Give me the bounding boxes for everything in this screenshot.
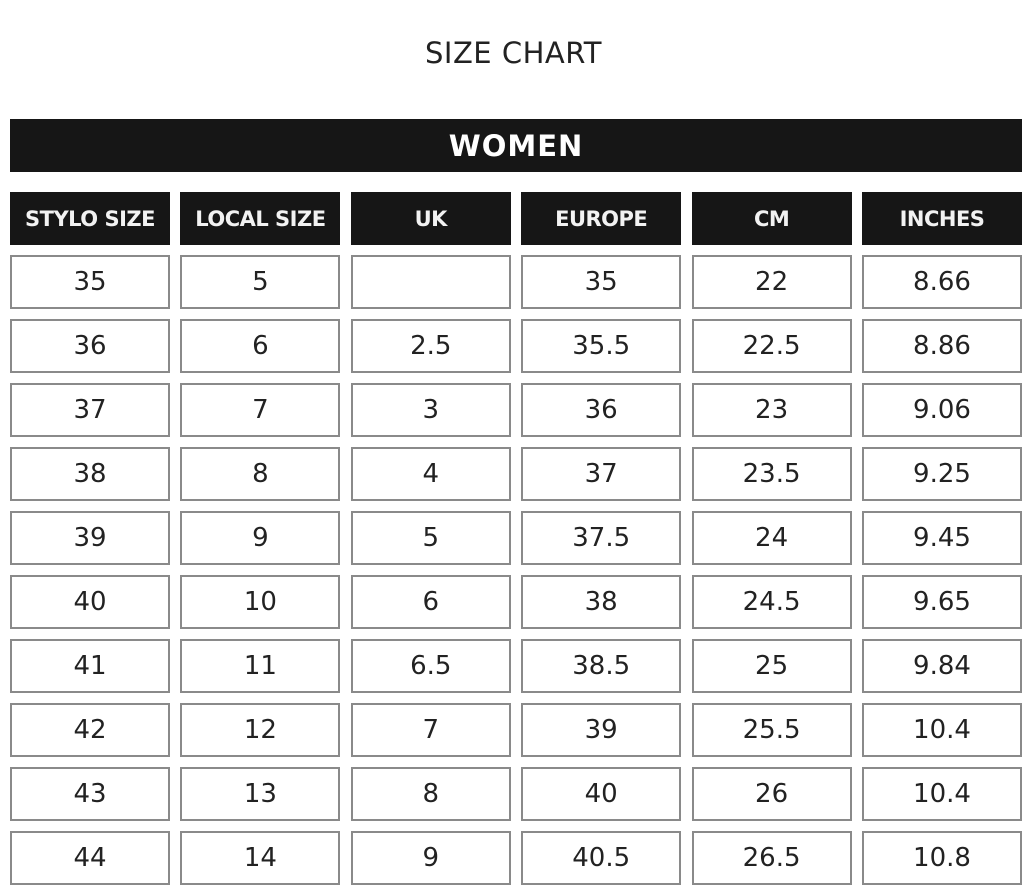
table-cell: 4 [350,447,511,501]
table-cell: 5 [180,255,341,309]
table-cell: 13 [180,767,341,821]
table-cell: 6 [180,319,341,373]
table-cell: 26 [691,767,852,821]
table-cell: 37 [521,447,682,501]
table-cell: 35 [10,255,170,309]
column-header: UK [350,192,511,245]
table-cell: 3 [350,383,511,437]
table-cell: 10.4 [861,767,1022,821]
table-cell: 23.5 [691,447,852,501]
table-cell: 7 [350,703,511,757]
table-cell: 38 [521,575,682,629]
table-cell: 36 [521,383,682,437]
table-cell: 10 [180,575,341,629]
table-cell: 44 [10,831,170,885]
table-cell: 38 [10,447,170,501]
table-cell: 24.5 [691,575,852,629]
table-cell: 9 [180,511,341,565]
column-header: INCHES [861,192,1022,245]
table-cell: 35 [521,255,682,309]
table-cell: 9 [350,831,511,885]
table-cell: 9.45 [861,511,1022,565]
column-header: LOCAL SIZE [180,192,341,245]
column-header: EUROPE [521,192,682,245]
table-cell: 9.84 [861,639,1022,693]
table-cell: 23 [691,383,852,437]
table-cell: 8.66 [861,255,1022,309]
table-cell: 25 [691,639,852,693]
column-header: CM [691,192,852,245]
table-cell: 25.5 [691,703,852,757]
table-cell: 2.5 [350,319,511,373]
table-cell: 36 [10,319,170,373]
table-cell: 9.25 [861,447,1022,501]
page-title: SIZE CHART [424,36,603,70]
size-table: STYLO SIZE LOCAL SIZE UK EUROPE CM INCHES 35 5 3… [10,192,1022,885]
table-cell: 37.5 [521,511,682,565]
table-cell [350,255,511,309]
table-cell: 40 [521,767,682,821]
table-cell: 8 [350,767,511,821]
table-cell: 40 [10,575,170,629]
table-cell: 11 [180,639,341,693]
table-cell: 6 [350,575,511,629]
table-cell: 26.5 [691,831,852,885]
section-banner-women: WOMEN [10,119,1022,172]
table-cell: 37 [10,383,170,437]
table-cell: 14 [180,831,341,885]
table-cell: 24 [691,511,852,565]
table-cell: 12 [180,703,341,757]
table-cell: 40.5 [521,831,682,885]
table-cell: 7 [180,383,341,437]
table-cell: 41 [10,639,170,693]
table-cell: 8.86 [861,319,1022,373]
table-cell: 10.4 [861,703,1022,757]
table-cell: 39 [521,703,682,757]
table-cell: 39 [10,511,170,565]
table-cell: 35.5 [521,319,682,373]
table-cell: 6.5 [350,639,511,693]
table-cell: 22.5 [691,319,852,373]
table-cell: 10.8 [861,831,1022,885]
table-cell: 9.65 [861,575,1022,629]
table-cell: 42 [10,703,170,757]
table-cell: 8 [180,447,341,501]
table-cell: 9.06 [861,383,1022,437]
table-cell: 22 [691,255,852,309]
table-cell: 5 [350,511,511,565]
column-header: STYLO SIZE [10,192,170,245]
table-cell: 43 [10,767,170,821]
table-cell: 38.5 [521,639,682,693]
